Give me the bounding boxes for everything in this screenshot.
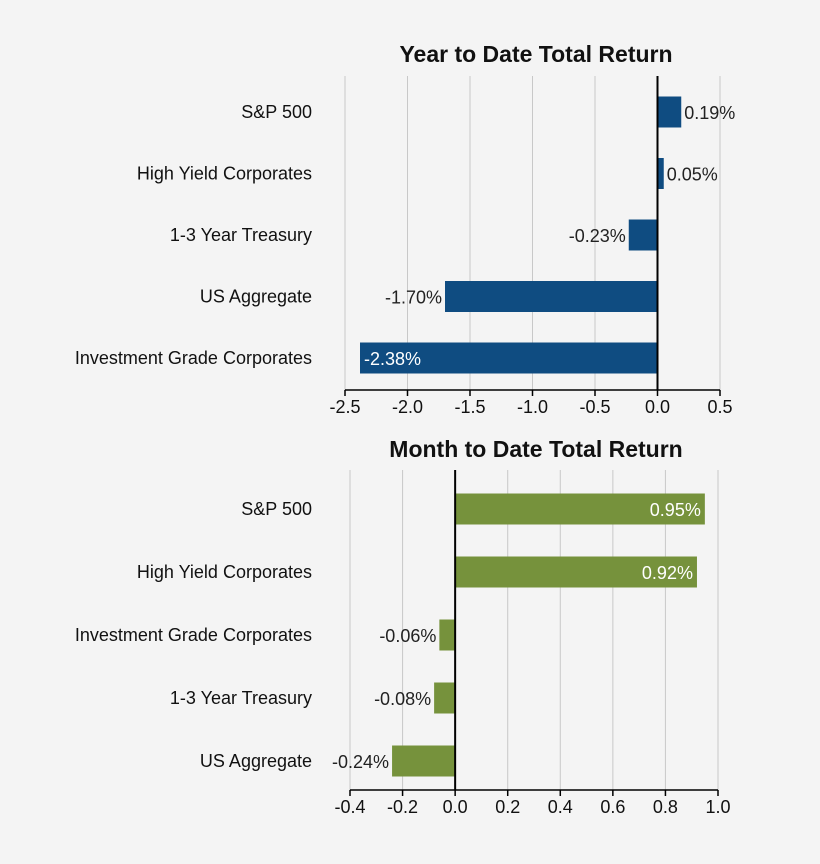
data-label: -1.70%	[385, 288, 442, 308]
x-tick-label: 0.5	[707, 397, 732, 417]
category-label: High Yield Corporates	[137, 562, 312, 582]
category-label: Investment Grade Corporates	[75, 348, 312, 368]
bar	[392, 745, 456, 777]
data-label: -0.08%	[374, 689, 431, 709]
x-tick-label: -2.5	[329, 397, 360, 417]
category-label: 1-3 Year Treasury	[170, 225, 312, 245]
x-tick-label: -0.5	[579, 397, 610, 417]
bar	[455, 493, 705, 525]
bar	[439, 619, 456, 651]
data-label: 0.19%	[684, 103, 735, 123]
x-tick-label: 0.8	[653, 797, 678, 817]
x-tick-label: 0.0	[443, 797, 468, 817]
bar	[657, 158, 664, 189]
ytd-chart: Year to Date Total Return -2.5 -2.0 -1.5 -1.…	[75, 41, 735, 417]
data-label: -0.24%	[332, 752, 389, 772]
chart-title: Year to Date Total Return	[399, 41, 672, 67]
data-label: -2.38%	[364, 349, 421, 369]
category-label: S&P 500	[241, 499, 312, 519]
x-tick-label: -2.0	[392, 397, 423, 417]
bar	[455, 556, 697, 588]
bar	[360, 342, 658, 374]
x-tick-label: -0.2	[387, 797, 418, 817]
category-label: US Aggregate	[200, 287, 312, 307]
x-tick-label: -1.0	[517, 397, 548, 417]
x-tick-label: -1.5	[454, 397, 485, 417]
bar	[657, 96, 682, 128]
bar	[628, 219, 658, 251]
x-tick-label: 0.4	[548, 797, 573, 817]
bar	[445, 281, 658, 312]
category-label: High Yield Corporates	[137, 164, 312, 184]
chart-title: Month to Date Total Return	[389, 436, 682, 462]
category-label: S&P 500	[241, 102, 312, 122]
category-label: US Aggregate	[200, 751, 312, 771]
x-tick-label: 0.6	[600, 797, 625, 817]
data-label: -0.23%	[569, 226, 626, 246]
mtd-chart: Month to Date Total Return -0.4 -0.2 0.0 0.2…	[75, 436, 731, 817]
category-label: Investment Grade Corporates	[75, 625, 312, 645]
x-tick-label: 1.0	[705, 797, 730, 817]
data-label: 0.95%	[650, 500, 701, 520]
x-tick-label: -0.4	[334, 797, 365, 817]
x-tick-label: 0.2	[495, 797, 520, 817]
category-label: 1-3 Year Treasury	[170, 688, 312, 708]
bar	[434, 682, 456, 714]
data-label: 0.05%	[667, 165, 718, 185]
data-label: 0.92%	[642, 563, 693, 583]
data-label: -0.06%	[379, 626, 436, 646]
x-tick-label: 0.0	[645, 397, 670, 417]
